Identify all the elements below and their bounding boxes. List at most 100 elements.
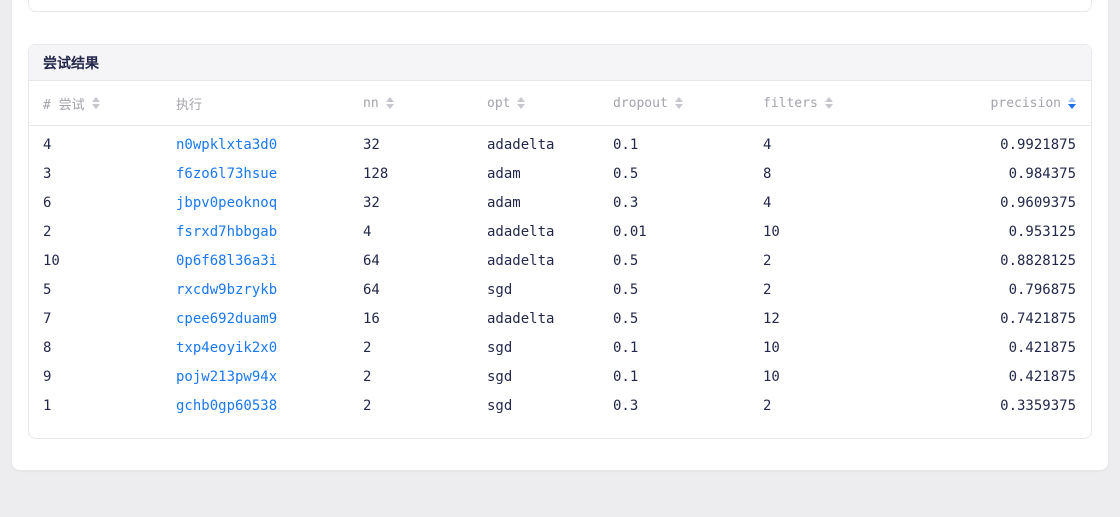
- cell-execution: gchb0gp60538: [176, 398, 363, 414]
- cell-dropout: 0.5: [613, 165, 639, 182]
- column-header-dropout[interactable]: dropout: [613, 96, 763, 111]
- cell-precision: 0.9921875: [1000, 136, 1076, 153]
- cell-nn: 32: [363, 136, 380, 153]
- cell-filters: 10: [763, 368, 780, 385]
- cell-opt: sgd: [487, 339, 513, 356]
- sort-icon[interactable]: [517, 97, 526, 109]
- cell-opt: adadelta: [487, 136, 555, 153]
- execution-link[interactable]: gchb0gp60538: [176, 397, 278, 414]
- cell-execution: pojw213pw94x: [176, 369, 363, 385]
- execution-link[interactable]: fsrxd7hbbgab: [176, 223, 278, 240]
- trial-results-title: 尝试结果: [43, 55, 99, 72]
- table-row: 7 cpee692duam9 16 adadelta 0.5 12 0.7421…: [29, 304, 1091, 333]
- cell-dropout: 0.5: [613, 310, 639, 327]
- cell-opt: adadelta: [487, 252, 555, 269]
- execution-link[interactable]: pojw213pw94x: [176, 368, 278, 385]
- cell-execution: cpee692duam9: [176, 311, 363, 327]
- execution-link[interactable]: cpee692duam9: [176, 310, 278, 327]
- cell-nn: 64: [363, 281, 380, 298]
- cell-dropout: 0.3: [613, 194, 639, 211]
- cell-trial: 8: [43, 339, 52, 356]
- cell-precision: 0.421875: [1008, 339, 1076, 356]
- cell-filters: 12: [763, 310, 780, 327]
- cell-opt: adam: [487, 194, 521, 211]
- execution-link[interactable]: txp4eoyik2x0: [176, 339, 278, 356]
- cell-filters: 4: [763, 194, 772, 211]
- cell-filters: 2: [763, 252, 772, 269]
- column-header-precision[interactable]: precision: [913, 96, 1076, 111]
- cell-filters: 10: [763, 339, 780, 356]
- cell-trial: 7: [43, 310, 52, 327]
- cell-trial: 1: [43, 397, 52, 414]
- column-header-nn[interactable]: nn: [363, 96, 487, 111]
- table-row: 9 pojw213pw94x 2 sgd 0.1 10 0.421875: [29, 362, 1091, 391]
- cell-opt: sgd: [487, 397, 513, 414]
- table-row: 2 fsrxd7hbbgab 4 adadelta 0.01 10 0.9531…: [29, 217, 1091, 246]
- cell-execution: 0p6f68l36a3i: [176, 253, 363, 269]
- cell-dropout: 0.3: [613, 397, 639, 414]
- cell-nn: 32: [363, 194, 380, 211]
- table-row: 5 rxcdw9bzrykb 64 sgd 0.5 2 0.796875: [29, 275, 1091, 304]
- cell-precision: 0.984375: [1008, 165, 1076, 182]
- cell-execution: txp4eoyik2x0: [176, 340, 363, 356]
- execution-link[interactable]: jbpv0peoknoq: [176, 194, 278, 211]
- cell-filters: 8: [763, 165, 772, 182]
- cell-nn: 2: [363, 368, 372, 385]
- cell-nn: 64: [363, 252, 380, 269]
- cell-trial: 10: [43, 252, 60, 269]
- cell-nn: 16: [363, 310, 380, 327]
- table-row: 3 f6zo6l73hsue 128 adam 0.5 8 0.984375: [29, 159, 1091, 188]
- column-header-execution: 执行: [176, 94, 363, 113]
- column-header-filters[interactable]: filters: [763, 96, 913, 111]
- cell-precision: 0.8828125: [1000, 252, 1076, 269]
- cell-trial: 5: [43, 281, 52, 298]
- cell-dropout: 0.5: [613, 252, 639, 269]
- cell-trial: 6: [43, 194, 52, 211]
- execution-link[interactable]: n0wpklxta3d0: [176, 136, 278, 153]
- cell-trial: 2: [43, 223, 52, 240]
- cell-dropout: 0.1: [613, 136, 639, 153]
- cell-opt: sgd: [487, 368, 513, 385]
- cell-precision: 0.7421875: [1000, 310, 1076, 327]
- trial-results-card: 尝试结果 # 尝试 执行 nn opt dropout: [28, 44, 1092, 439]
- cell-precision: 0.3359375: [1000, 397, 1076, 414]
- column-header-trial-label: # 尝试: [43, 97, 85, 113]
- execution-link[interactable]: 0p6f68l36a3i: [176, 252, 278, 269]
- cell-filters: 4: [763, 136, 772, 153]
- cell-nn: 4: [363, 223, 372, 240]
- cell-precision: 0.421875: [1008, 368, 1076, 385]
- table-header-row: # 尝试 执行 nn opt dropout filters: [29, 81, 1091, 126]
- cell-opt: adadelta: [487, 223, 555, 240]
- table-row: 6 jbpv0peoknoq 32 adam 0.3 4 0.9609375: [29, 188, 1091, 217]
- table-row: 8 txp4eoyik2x0 2 sgd 0.1 10 0.421875: [29, 333, 1091, 362]
- sort-icon[interactable]: [385, 97, 394, 109]
- cell-nn: 2: [363, 397, 372, 414]
- cell-nn: 2: [363, 339, 372, 356]
- cell-execution: fsrxd7hbbgab: [176, 224, 363, 240]
- cell-nn: 128: [363, 165, 389, 182]
- cell-filters: 10: [763, 223, 780, 240]
- table-row: 10 0p6f68l36a3i 64 adadelta 0.5 2 0.8828…: [29, 246, 1091, 275]
- cell-dropout: 0.01: [613, 223, 647, 240]
- trial-results-header: 尝试结果: [29, 45, 1091, 81]
- table-body: 4 n0wpklxta3d0 32 adadelta 0.1 4 0.99218…: [29, 126, 1091, 420]
- sort-icon[interactable]: [824, 97, 833, 109]
- cell-trial: 3: [43, 165, 52, 182]
- cell-execution: jbpv0peoknoq: [176, 195, 363, 211]
- cell-precision: 0.796875: [1008, 281, 1076, 298]
- sort-icon[interactable]: [91, 97, 100, 109]
- cell-execution: n0wpklxta3d0: [176, 137, 363, 153]
- cell-filters: 2: [763, 397, 772, 414]
- column-header-dropout-label: dropout: [613, 95, 668, 111]
- cell-opt: sgd: [487, 281, 513, 298]
- column-header-trial[interactable]: # 尝试: [43, 94, 176, 113]
- sort-icon-active-desc[interactable]: [1068, 97, 1076, 109]
- cell-execution: f6zo6l73hsue: [176, 166, 363, 182]
- cell-trial: 9: [43, 368, 52, 385]
- cell-precision: 0.9609375: [1000, 194, 1076, 211]
- column-header-opt-label: opt: [487, 95, 511, 111]
- sort-icon[interactable]: [674, 97, 683, 109]
- execution-link[interactable]: f6zo6l73hsue: [176, 165, 278, 182]
- column-header-opt[interactable]: opt: [487, 96, 613, 111]
- execution-link[interactable]: rxcdw9bzrykb: [176, 281, 278, 298]
